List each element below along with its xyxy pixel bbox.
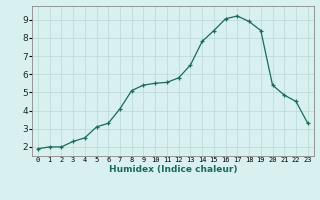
X-axis label: Humidex (Indice chaleur): Humidex (Indice chaleur) bbox=[108, 165, 237, 174]
